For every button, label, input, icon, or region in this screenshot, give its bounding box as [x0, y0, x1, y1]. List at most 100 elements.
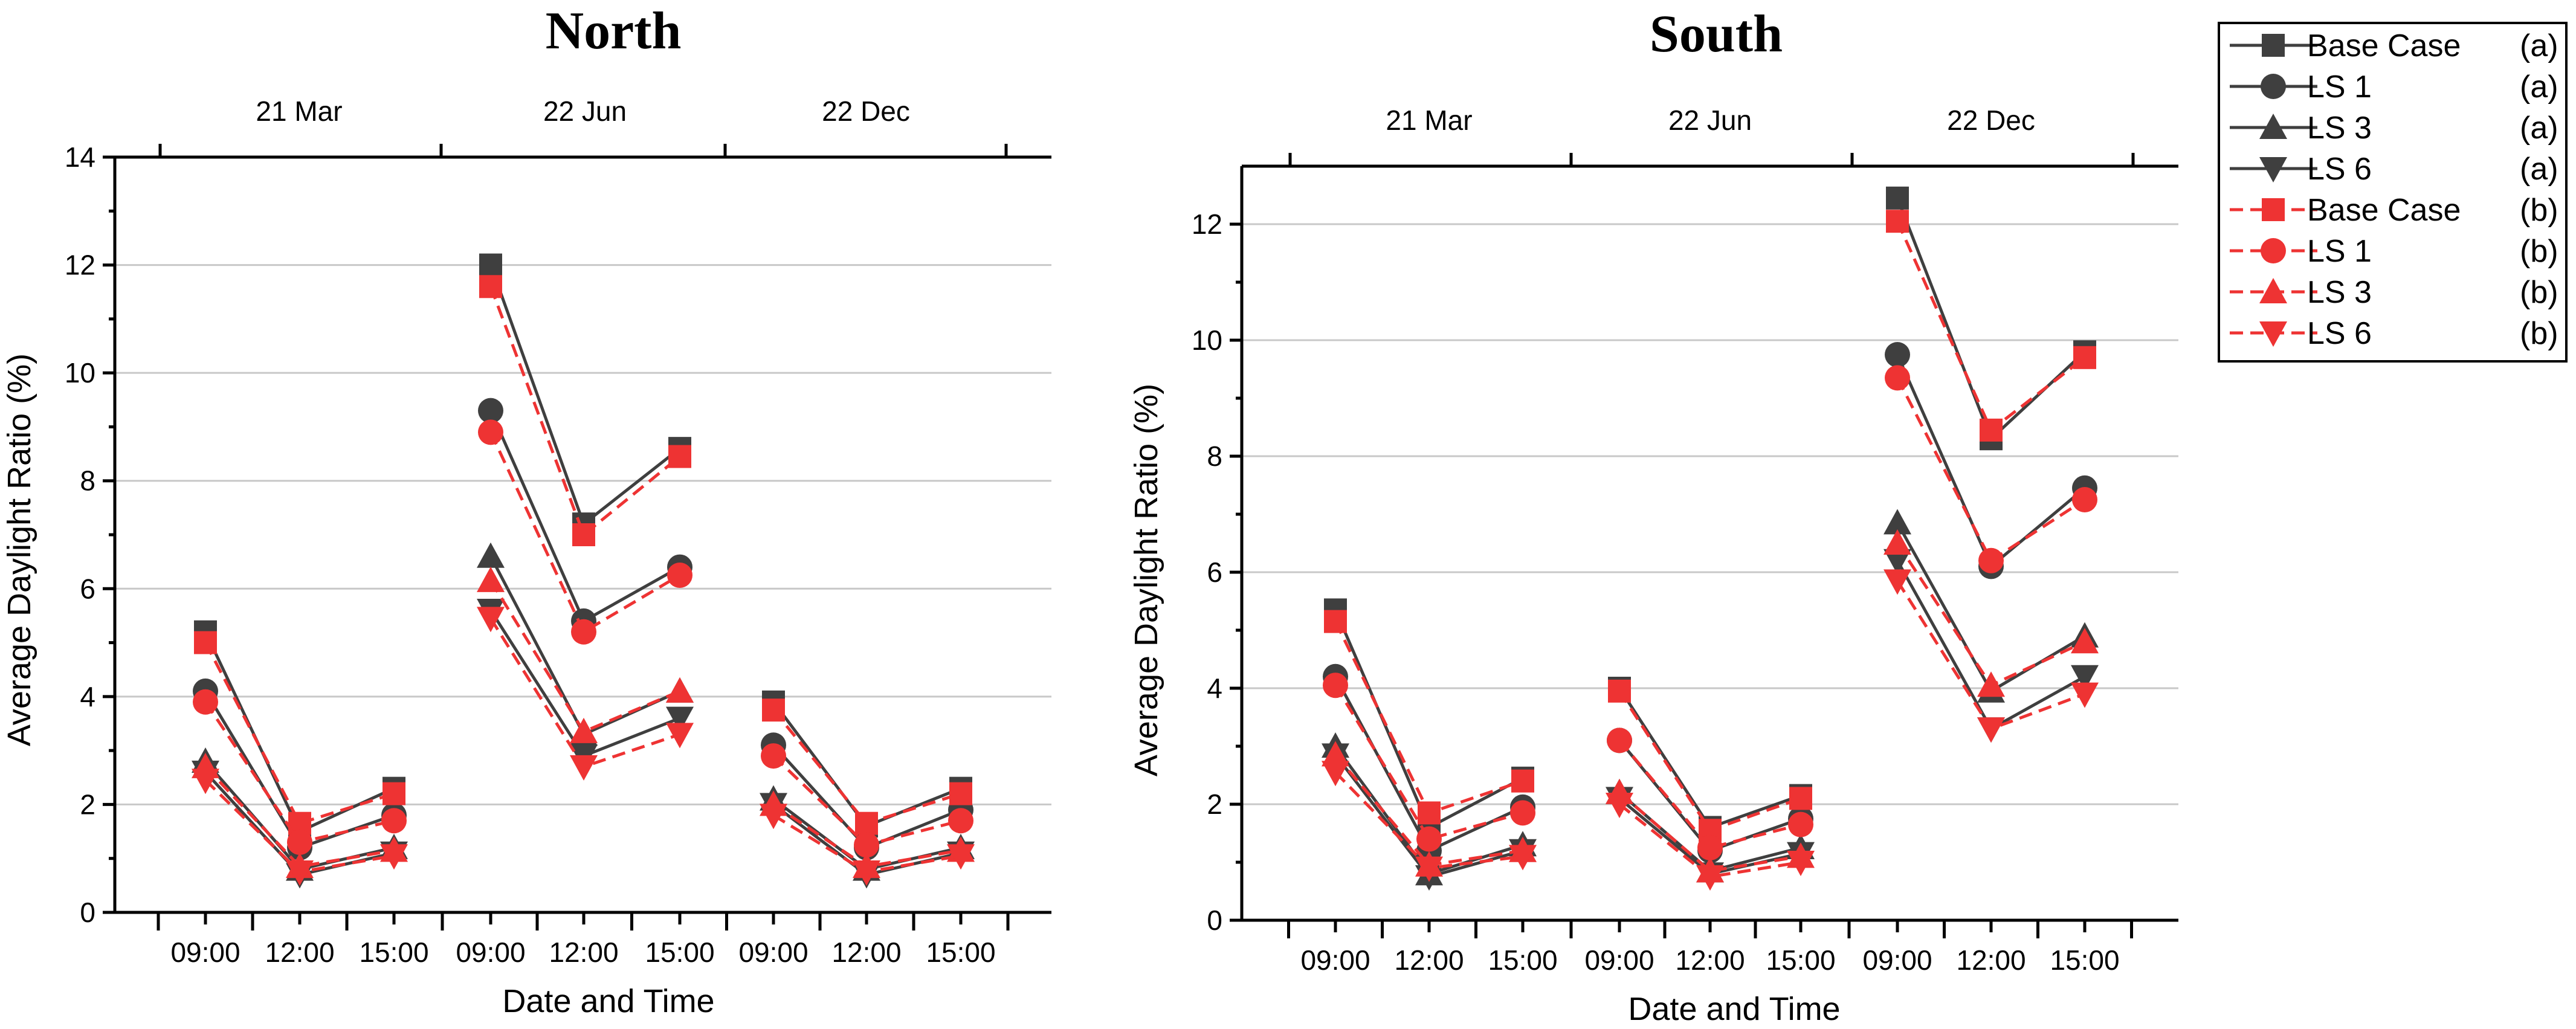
legend-label: LS 6 — [2307, 316, 2372, 351]
data-point — [760, 804, 787, 830]
data-point — [381, 808, 407, 834]
y-tick-label: 4 — [1207, 673, 1222, 704]
legend-label: LS 1 — [2307, 234, 2372, 269]
series-base-case-b — [1324, 210, 2096, 842]
data-point — [949, 782, 972, 805]
x-tick-label: 15:00 — [1488, 944, 1557, 976]
data-point — [1978, 547, 2004, 573]
x-tick-label: 12:00 — [265, 937, 334, 968]
series-line — [489, 264, 681, 527]
data-point — [947, 844, 975, 870]
data-point — [1787, 851, 1815, 876]
legend-label: LS 3 — [2307, 111, 2372, 146]
y-tick-label: 14 — [65, 141, 95, 173]
x-tick-label: 15:00 — [926, 937, 995, 968]
legend-variant: (b) — [2520, 275, 2558, 310]
series-line — [1896, 580, 2085, 731]
data-point — [2071, 665, 2099, 691]
group-label: 22 Dec — [822, 95, 910, 127]
data-point — [477, 566, 505, 592]
data-point — [1884, 529, 1911, 555]
legend-marker — [2259, 157, 2287, 182]
series-line — [489, 431, 681, 634]
legend-label: LS 6 — [2307, 152, 2372, 187]
data-point — [1509, 845, 1537, 871]
legend-marker — [2262, 34, 2285, 57]
legend-variant: (b) — [2520, 193, 2558, 228]
legend-variant: (a) — [2520, 28, 2558, 63]
data-point — [1324, 610, 1347, 633]
x-tick-label: 12:00 — [1394, 944, 1464, 976]
data-point — [570, 755, 598, 781]
legend-item: Base Case (b) — [2230, 193, 2558, 228]
legend-box — [2218, 22, 2568, 363]
data-point — [1606, 793, 1633, 818]
y-tick-label: 10 — [65, 357, 95, 389]
series-line — [1334, 609, 1524, 830]
data-point — [1416, 826, 1442, 852]
series-line — [204, 766, 395, 868]
series-line — [772, 709, 961, 825]
x-tick-label: 12:00 — [549, 937, 618, 968]
series-ls-6-b — [1322, 569, 2099, 891]
legend-item: LS 6 (a) — [2230, 152, 2558, 187]
legend: Base Case (a) LS 1 (a) LS 3 (a) LS 6 (a) Base Ca… — [2218, 22, 2568, 363]
group-label: 22 Dec — [1947, 105, 2035, 136]
data-point — [477, 607, 505, 633]
legend-label: LS 1 — [2307, 69, 2372, 105]
legend-variant: (a) — [2520, 111, 2558, 146]
series-line — [1618, 803, 1801, 879]
data-point — [1323, 673, 1348, 698]
legend-label: Base Case — [2307, 193, 2461, 228]
data-point — [761, 743, 786, 769]
data-point — [855, 811, 878, 835]
legend-marker — [2261, 74, 2286, 99]
legend-label: LS 3 — [2307, 275, 2372, 310]
data-point — [1885, 365, 1910, 391]
x-tick-label: 12:00 — [1956, 944, 2026, 976]
data-point — [1322, 761, 1349, 787]
series-line — [772, 701, 961, 828]
x-tick-label: 15:00 — [645, 937, 714, 968]
x-tick-label: 09:00 — [170, 937, 240, 968]
data-point — [194, 631, 217, 654]
data-point — [478, 398, 503, 424]
x-tick-label: 12:00 — [1675, 944, 1745, 976]
x-tick-label: 09:00 — [1862, 944, 1932, 976]
data-point — [1884, 509, 1911, 535]
legend-variant: (a) — [2520, 69, 2558, 105]
data-point — [1977, 671, 2005, 697]
chart-title: North — [546, 2, 682, 60]
series-line — [489, 286, 681, 538]
data-point — [666, 706, 694, 732]
data-point — [570, 717, 598, 743]
legend-marker — [2259, 321, 2287, 347]
legend-variant: (a) — [2520, 152, 2558, 187]
legend-marker — [2259, 278, 2287, 303]
y-tick-label: 0 — [1207, 905, 1222, 936]
x-tick-label: 15:00 — [1766, 944, 1835, 976]
series-base-case-b — [194, 275, 972, 835]
legend-item: LS 6 (b) — [2230, 316, 2558, 351]
legend-variant: (b) — [2520, 316, 2558, 351]
y-tick-label: 8 — [80, 465, 95, 497]
data-point — [854, 832, 879, 858]
y-tick-label: 2 — [1207, 789, 1222, 820]
data-point — [668, 445, 691, 468]
legend-marker — [2259, 114, 2287, 139]
data-point — [1415, 856, 1443, 882]
data-point — [2071, 628, 2099, 654]
group-label: 22 Jun — [543, 95, 627, 127]
data-point — [286, 860, 314, 886]
data-point — [853, 860, 880, 886]
series-line — [204, 642, 395, 825]
group-label: 22 Jun — [1668, 105, 1752, 136]
y-axis-title: Average Daylight Ratio (%) — [1, 353, 37, 746]
legend-variant: (b) — [2520, 234, 2558, 269]
data-point — [1608, 679, 1631, 703]
x-tick-label: 09:00 — [1300, 944, 1370, 976]
data-point — [1885, 342, 1910, 367]
data-point — [1980, 418, 2003, 442]
data-point — [571, 619, 596, 645]
